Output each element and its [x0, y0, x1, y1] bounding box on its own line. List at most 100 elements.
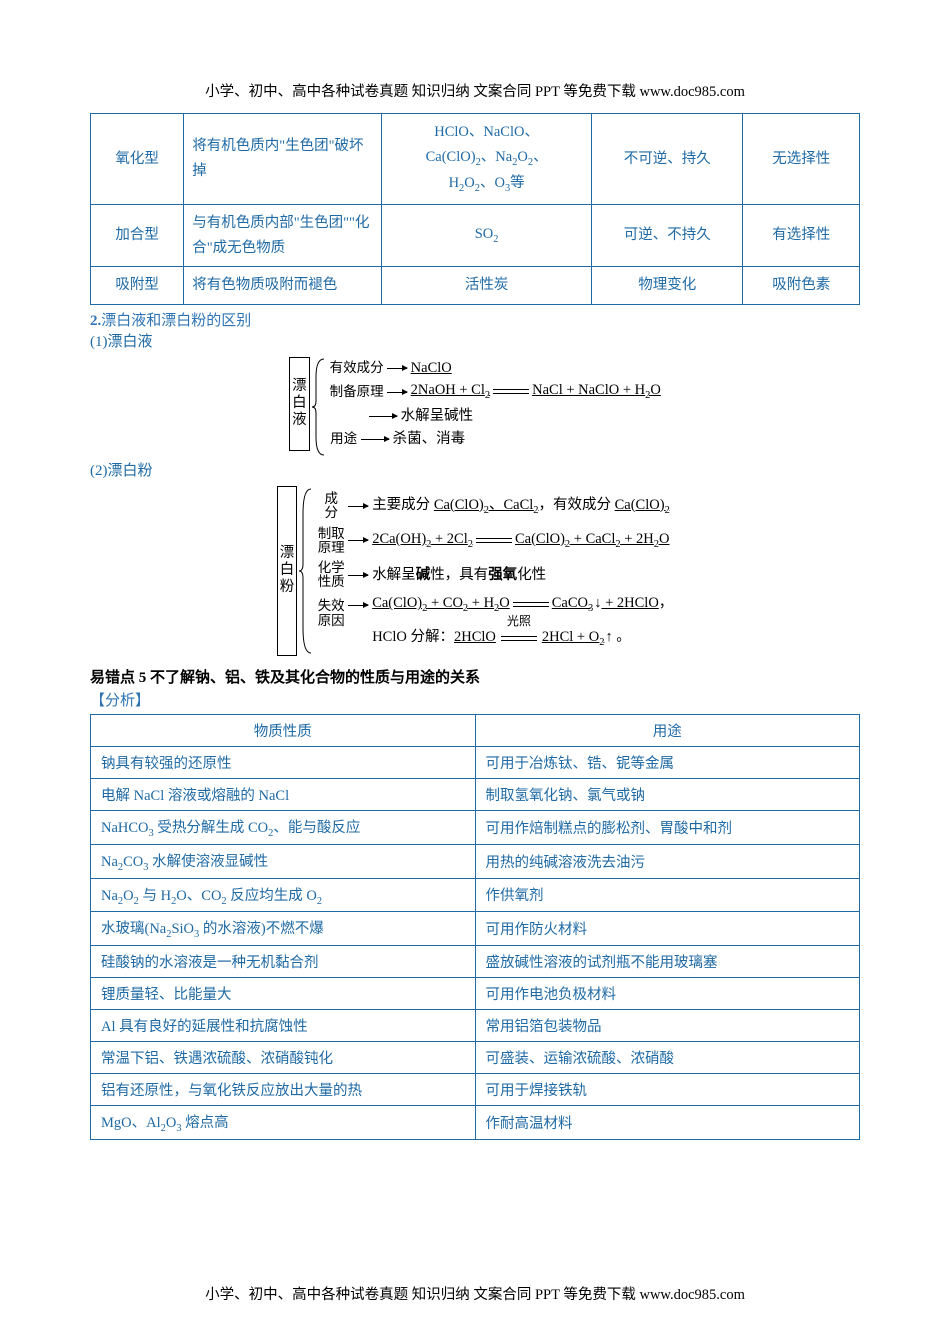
- cell: 常用铝箔包装物品: [475, 1010, 860, 1042]
- property-use-table: 物质性质 用途 钠具有较强的还原性可用于冶炼钛、锆、铌等金属 电解 NaCl 溶…: [90, 714, 860, 1140]
- cell: SO2: [382, 204, 592, 266]
- arrow-icon: [348, 605, 368, 606]
- arrow-icon: [361, 439, 389, 440]
- diagram-row: 用途 杀菌、消毒: [330, 431, 661, 448]
- row-text: Ca(ClO)2 + CO2 + H2OCaCO3↓ + 2HClO， HClO…: [372, 595, 673, 649]
- section-title: 2.漂白液和漂白粉的区别: [90, 309, 860, 330]
- brace: [299, 486, 313, 656]
- cell: 吸附型: [91, 267, 184, 305]
- cell: 活性炭: [382, 267, 592, 305]
- cell: 铝有还原性，与氧化铁反应放出大量的热: [91, 1074, 476, 1106]
- row-label: 化学性质: [317, 561, 348, 589]
- cell: 将有色物质吸附而褪色: [184, 267, 382, 305]
- arrow-icon: [348, 540, 368, 541]
- arrow-icon: [348, 575, 368, 576]
- cell: 盛放碱性溶液的试剂瓶不能用玻璃塞: [475, 946, 860, 978]
- cell: 可用作焙制糕点的膨松剂、胃酸中和剂: [475, 810, 860, 844]
- diagram-row: 有效成分 NaClO: [330, 360, 661, 377]
- cell: Na2CO3 水解使溶液显碱性: [91, 844, 476, 878]
- diagram-row: 成分 主要成分 Ca(ClO)2、CaCl2，有效成分 Ca(ClO)2: [317, 492, 673, 520]
- cell: 可用作防火材料: [475, 912, 860, 946]
- cell: 将有机色质内"生色团"破坏掉: [184, 114, 382, 205]
- arrow-icon: [369, 416, 397, 417]
- cell: 物理变化: [591, 267, 742, 305]
- cell: Al 具有良好的延展性和抗腐蚀性: [91, 1010, 476, 1042]
- vertical-label: 漂白液: [289, 357, 310, 451]
- cell: 硅酸钠的水溶液是一种无机黏合剂: [91, 946, 476, 978]
- diagram-row: 化学性质 水解呈碱性，具有强氧化性: [317, 561, 673, 589]
- cell: 吸附色素: [743, 267, 860, 305]
- cell: 可用于冶炼钛、锆、铌等金属: [475, 746, 860, 778]
- error-point-title: 易错点 5 不了解钠、铝、铁及其化合物的性质与用途的关系: [90, 666, 860, 687]
- row-text: 主要成分 Ca(ClO)2、CaCl2，有效成分 Ca(ClO)2: [372, 497, 670, 517]
- cell: 无选择性: [743, 114, 860, 205]
- row-text: 2Ca(OH)2 + 2Cl2Ca(ClO)2 + CaCl2 + 2H2O: [372, 531, 669, 551]
- arrow-icon: [348, 506, 368, 507]
- table-row: 加合型 与有机色质内部"生色团""化合"成无色物质 SO2 可逆、不持久 有选择…: [91, 204, 860, 266]
- diagram-piaobaiye: 漂白液 有效成分 NaClO 制备原理 2NaOH + Cl2NaCl + Na…: [90, 357, 860, 451]
- bleach-type-table: 氧化型 将有机色质内"生色团"破坏掉 HClO、NaClO、Ca(ClO)2、N…: [90, 113, 860, 305]
- sub-label: (2)漂白粉: [90, 459, 860, 480]
- cell: MgO、Al2O3 熔点高: [91, 1106, 476, 1140]
- row-text: 2NaOH + Cl2NaCl + NaClO + H2O: [411, 382, 661, 402]
- diagram-row: 失效原因 Ca(ClO)2 + CO2 + H2OCaCO3↓ + 2HClO，…: [317, 595, 673, 649]
- arrow-icon: [387, 368, 407, 369]
- cell: 可盛装、运输浓硫酸、浓硝酸: [475, 1042, 860, 1074]
- cell: 电解 NaCl 溶液或熔融的 NaCl: [91, 778, 476, 810]
- row-text: 水解呈碱性，具有强氧化性: [372, 567, 546, 584]
- row-label: 失效原因: [317, 595, 348, 627]
- cell: Na2O2 与 H2O、CO2 反应均生成 O2: [91, 878, 476, 912]
- section-text: 漂白液和漂白粉的区别: [101, 313, 251, 329]
- cell: 用热的纯碱溶液洗去油污: [475, 844, 860, 878]
- col-header: 用途: [475, 714, 860, 746]
- row-label: 有效成分: [330, 361, 387, 375]
- row-label: 成分: [317, 492, 348, 520]
- table-row: 物质性质 用途: [91, 714, 860, 746]
- row-label: 制取原理: [317, 527, 348, 555]
- cell: 锂质量轻、比能量大: [91, 978, 476, 1010]
- row-label: 制备原理: [330, 385, 387, 399]
- page: 小学、初中、高中各种试卷真题 知识归纳 文案合同 PPT 等免费下载 www.d…: [0, 0, 950, 1344]
- col-header: 物质性质: [91, 714, 476, 746]
- table-row: MgO、Al2O3 熔点高作耐高温材料: [91, 1106, 860, 1140]
- cell: HClO、NaClO、Ca(ClO)2、Na2O2、H2O2、O3等: [382, 114, 592, 205]
- table-row: 钠具有较强的还原性可用于冶炼钛、锆、铌等金属: [91, 746, 860, 778]
- table-row: 锂质量轻、比能量大可用作电池负极材料: [91, 978, 860, 1010]
- row-label: [330, 410, 369, 424]
- cell: 氧化型: [91, 114, 184, 205]
- row-text: 水解呈碱性: [401, 408, 474, 425]
- table-row: 水玻璃(Na2SiO3 的水溶液)不燃不爆可用作防火材料: [91, 912, 860, 946]
- cell: 可用作电池负极材料: [475, 978, 860, 1010]
- table-row: Na2CO3 水解使溶液显碱性用热的纯碱溶液洗去油污: [91, 844, 860, 878]
- table-row: Al 具有良好的延展性和抗腐蚀性常用铝箔包装物品: [91, 1010, 860, 1042]
- cell: 有选择性: [743, 204, 860, 266]
- sub-label: (1)漂白液: [90, 330, 860, 351]
- diagram-row: 制备原理 2NaOH + Cl2NaCl + NaClO + H2O: [330, 382, 661, 402]
- cell: 钠具有较强的还原性: [91, 746, 476, 778]
- table-row: 吸附型 将有色物质吸附而褪色 活性炭 物理变化 吸附色素: [91, 267, 860, 305]
- table-row: 电解 NaCl 溶液或熔融的 NaCl制取氢氧化钠、氯气或钠: [91, 778, 860, 810]
- row-text: 杀菌、消毒: [393, 431, 466, 448]
- cell: 与有机色质内部"生色团""化合"成无色物质: [184, 204, 382, 266]
- cell: 制取氢氧化钠、氯气或钠: [475, 778, 860, 810]
- cell: 作耐高温材料: [475, 1106, 860, 1140]
- arrow-icon: [387, 392, 407, 393]
- cell: 作供氧剂: [475, 878, 860, 912]
- row-text: NaClO: [411, 360, 452, 377]
- cell: 水玻璃(Na2SiO3 的水溶液)不燃不爆: [91, 912, 476, 946]
- page-header: 小学、初中、高中各种试卷真题 知识归纳 文案合同 PPT 等免费下载 www.d…: [90, 80, 860, 101]
- diagram-piaobaifen: 漂白粉 成分 主要成分 Ca(ClO)2、CaCl2，有效成分 Ca(ClO)2…: [90, 486, 860, 656]
- row-label: 用途: [330, 432, 361, 446]
- table-row: 铝有还原性，与氧化铁反应放出大量的热可用于焊接铁轨: [91, 1074, 860, 1106]
- cell: 可用于焊接铁轨: [475, 1074, 860, 1106]
- table-row: NaHCO3 受热分解生成 CO2、能与酸反应可用作焙制糕点的膨松剂、胃酸中和剂: [91, 810, 860, 844]
- cell: 常温下铝、铁遇浓硫酸、浓硝酸钝化: [91, 1042, 476, 1074]
- cell: NaHCO3 受热分解生成 CO2、能与酸反应: [91, 810, 476, 844]
- page-footer: 小学、初中、高中各种试卷真题 知识归纳 文案合同 PPT 等免费下载 www.d…: [0, 1283, 950, 1304]
- table-row: 氧化型 将有机色质内"生色团"破坏掉 HClO、NaClO、Ca(ClO)2、N…: [91, 114, 860, 205]
- analysis-label: 【分析】: [90, 689, 860, 710]
- cell: 可逆、不持久: [591, 204, 742, 266]
- vertical-label: 漂白粉: [277, 486, 298, 656]
- table-row: 常温下铝、铁遇浓硫酸、浓硝酸钝化可盛装、运输浓硫酸、浓硝酸: [91, 1042, 860, 1074]
- cell: 不可逆、持久: [591, 114, 742, 205]
